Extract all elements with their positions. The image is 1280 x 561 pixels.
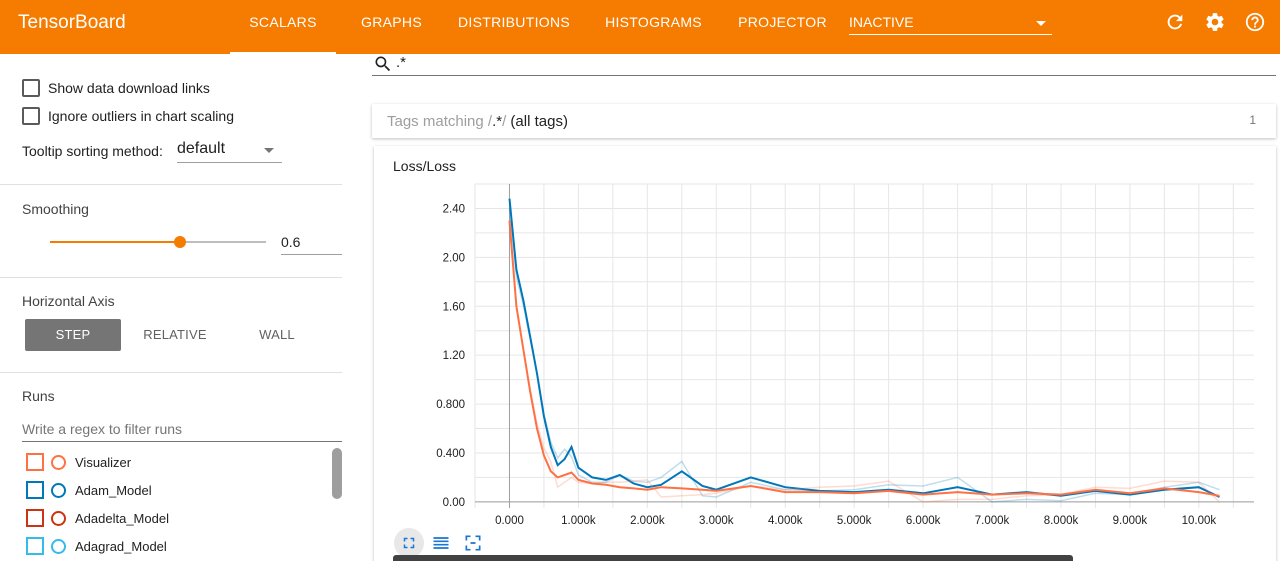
fit-domain-button[interactable] [458,528,488,558]
run-name: Adam_Model [75,482,152,498]
tab-graphs[interactable]: GRAPHS [361,14,422,30]
ignore-outliers-checkbox[interactable] [22,107,40,125]
run-checkbox[interactable] [26,481,44,499]
x-tick-label: 4.000k [768,515,803,527]
run-color-picker[interactable] [51,482,66,498]
x-tick-label: 7.000k [975,515,1010,527]
y-tick-label: 1.60 [443,301,465,313]
run-row[interactable]: Adagrad_Model [26,537,167,555]
run-checkbox[interactable] [26,509,44,527]
run-color-picker[interactable] [51,510,66,526]
runs-filter-input[interactable]: Write a regex to filter runs [22,418,342,442]
chart-status-bar [393,555,1073,561]
help-icon[interactable] [1244,11,1266,33]
tab-distributions[interactable]: DISTRIBUTIONS [457,14,571,30]
tags-matching-suffix: / [502,113,507,130]
x-tick-label: 2.000k [630,515,665,527]
refresh-icon[interactable] [1164,11,1186,33]
x-tick-label: 5.000k [837,515,872,527]
runs-scrollbar[interactable] [332,448,342,499]
tag-group-header[interactable]: Tags matching /.*/ (all tags) 1 [372,104,1276,138]
loss-chart[interactable]: 0.00 0.400 0.800 1.20 1.60 2.00 2.40 0.000 1.000… [374,146,1276,546]
series-line [508,198,1220,498]
inactive-select-value: INACTIVE [849,14,914,30]
series-line [508,220,1220,497]
run-name: Adadelta_Model [75,510,169,526]
x-tick-label: 1.000k [561,515,596,527]
tab-histograms[interactable]: HISTOGRAMS [605,14,702,30]
tags-matching-regex: .* [492,113,503,130]
inactive-dashboards-select[interactable]: INACTIVE [849,12,1052,35]
divider [0,372,342,373]
tooltip-sorting-value: default [177,140,226,157]
search-query: .* [396,54,407,71]
sidebar: Show data download links Ignore outliers… [0,54,342,561]
dashboard-tabs: SCALARS GRAPHS DISTRIBUTIONS HISTOGRAMS … [230,0,839,54]
tag-search-input[interactable]: .* [372,54,1276,76]
smoothing-slider[interactable] [50,236,266,248]
run-checkbox[interactable] [26,453,44,471]
x-tick-label: 10.00k [1182,515,1217,527]
chart-title: Loss/Loss [393,158,457,174]
y-tick-label: 2.40 [443,203,465,215]
show-download-links-option[interactable]: Show data download links [22,78,210,98]
tags-count: 1 [1249,113,1256,127]
axis-relative-button[interactable]: RELATIVE [143,327,207,342]
top-toolbar: TensorBoard SCALARS GRAPHS DISTRIBUTIONS… [0,0,1280,54]
expand-icon [403,537,415,549]
fit-to-data-icon [465,535,481,551]
x-tick-label: 3.000k [699,515,734,527]
smoothing-slider-knob[interactable] [173,236,186,248]
x-tick-label: 8.000k [1044,515,1079,527]
smoothing-slider-fill [50,241,180,243]
axis-wall-button[interactable]: WALL [259,327,295,342]
y-tick-label: 0.800 [436,399,465,411]
ignore-outliers-option[interactable]: Ignore outliers in chart scaling [22,106,234,126]
x-tick-label: 0.000 [495,515,524,527]
y-tick-label: 1.20 [443,350,465,362]
run-row[interactable]: Visualizer [26,453,131,471]
series-raw-line [508,225,1221,503]
run-checkbox[interactable] [26,537,44,555]
smoothing-value-input[interactable]: 0.6 [281,232,342,255]
horizontal-axis-label: Horizontal Axis [22,293,115,309]
divider [0,184,342,185]
tags-matching-all: (all tags) [510,113,568,130]
x-tick-label: 6.000k [906,515,941,527]
tab-scalars[interactable]: SCALARS [230,0,336,54]
divider [0,277,342,278]
gear-icon[interactable] [1204,11,1226,33]
search-icon [375,56,391,72]
show-download-links-label: Show data download links [48,80,210,96]
list-icon [433,537,449,549]
run-name: Visualizer [75,454,132,470]
smoothing-label: Smoothing [22,201,89,217]
dropdown-caret-icon [264,148,274,153]
run-name: Adagrad_Model [75,538,167,554]
dropdown-caret-icon [1036,21,1046,26]
ignore-outliers-label: Ignore outliers in chart scaling [48,108,234,124]
app-title: TensorBoard [18,12,126,33]
run-color-picker[interactable] [51,454,66,470]
y-tick-label: 0.400 [436,448,465,460]
tooltip-sorting-select[interactable]: default [177,140,282,163]
runs-label: Runs [22,388,55,404]
y-tick-label: 2.00 [443,252,465,264]
toggle-log-scale-button[interactable] [426,528,456,558]
y-tick-label: 0.00 [443,497,465,509]
run-row[interactable]: Adadelta_Model [26,509,169,527]
tags-matching-prefix: Tags matching / [387,113,493,130]
run-row[interactable]: Adam_Model [26,481,152,499]
tags-matching-text: Tags matching /.*/ (all tags) [387,113,568,130]
scalar-chart-card: Loss/Loss 0.00 0.400 0.800 1.20 1.60 2.00 2.40… [374,146,1276,561]
run-color-picker[interactable] [51,538,66,554]
show-download-links-checkbox[interactable] [22,79,40,97]
axis-step-button[interactable]: STEP [25,319,121,351]
x-tick-label: 9.000k [1113,515,1148,527]
fullscreen-button[interactable] [394,528,424,558]
tooltip-sorting-label: Tooltip sorting method: [22,143,163,159]
tab-projector[interactable]: PROJECTOR [738,14,827,30]
